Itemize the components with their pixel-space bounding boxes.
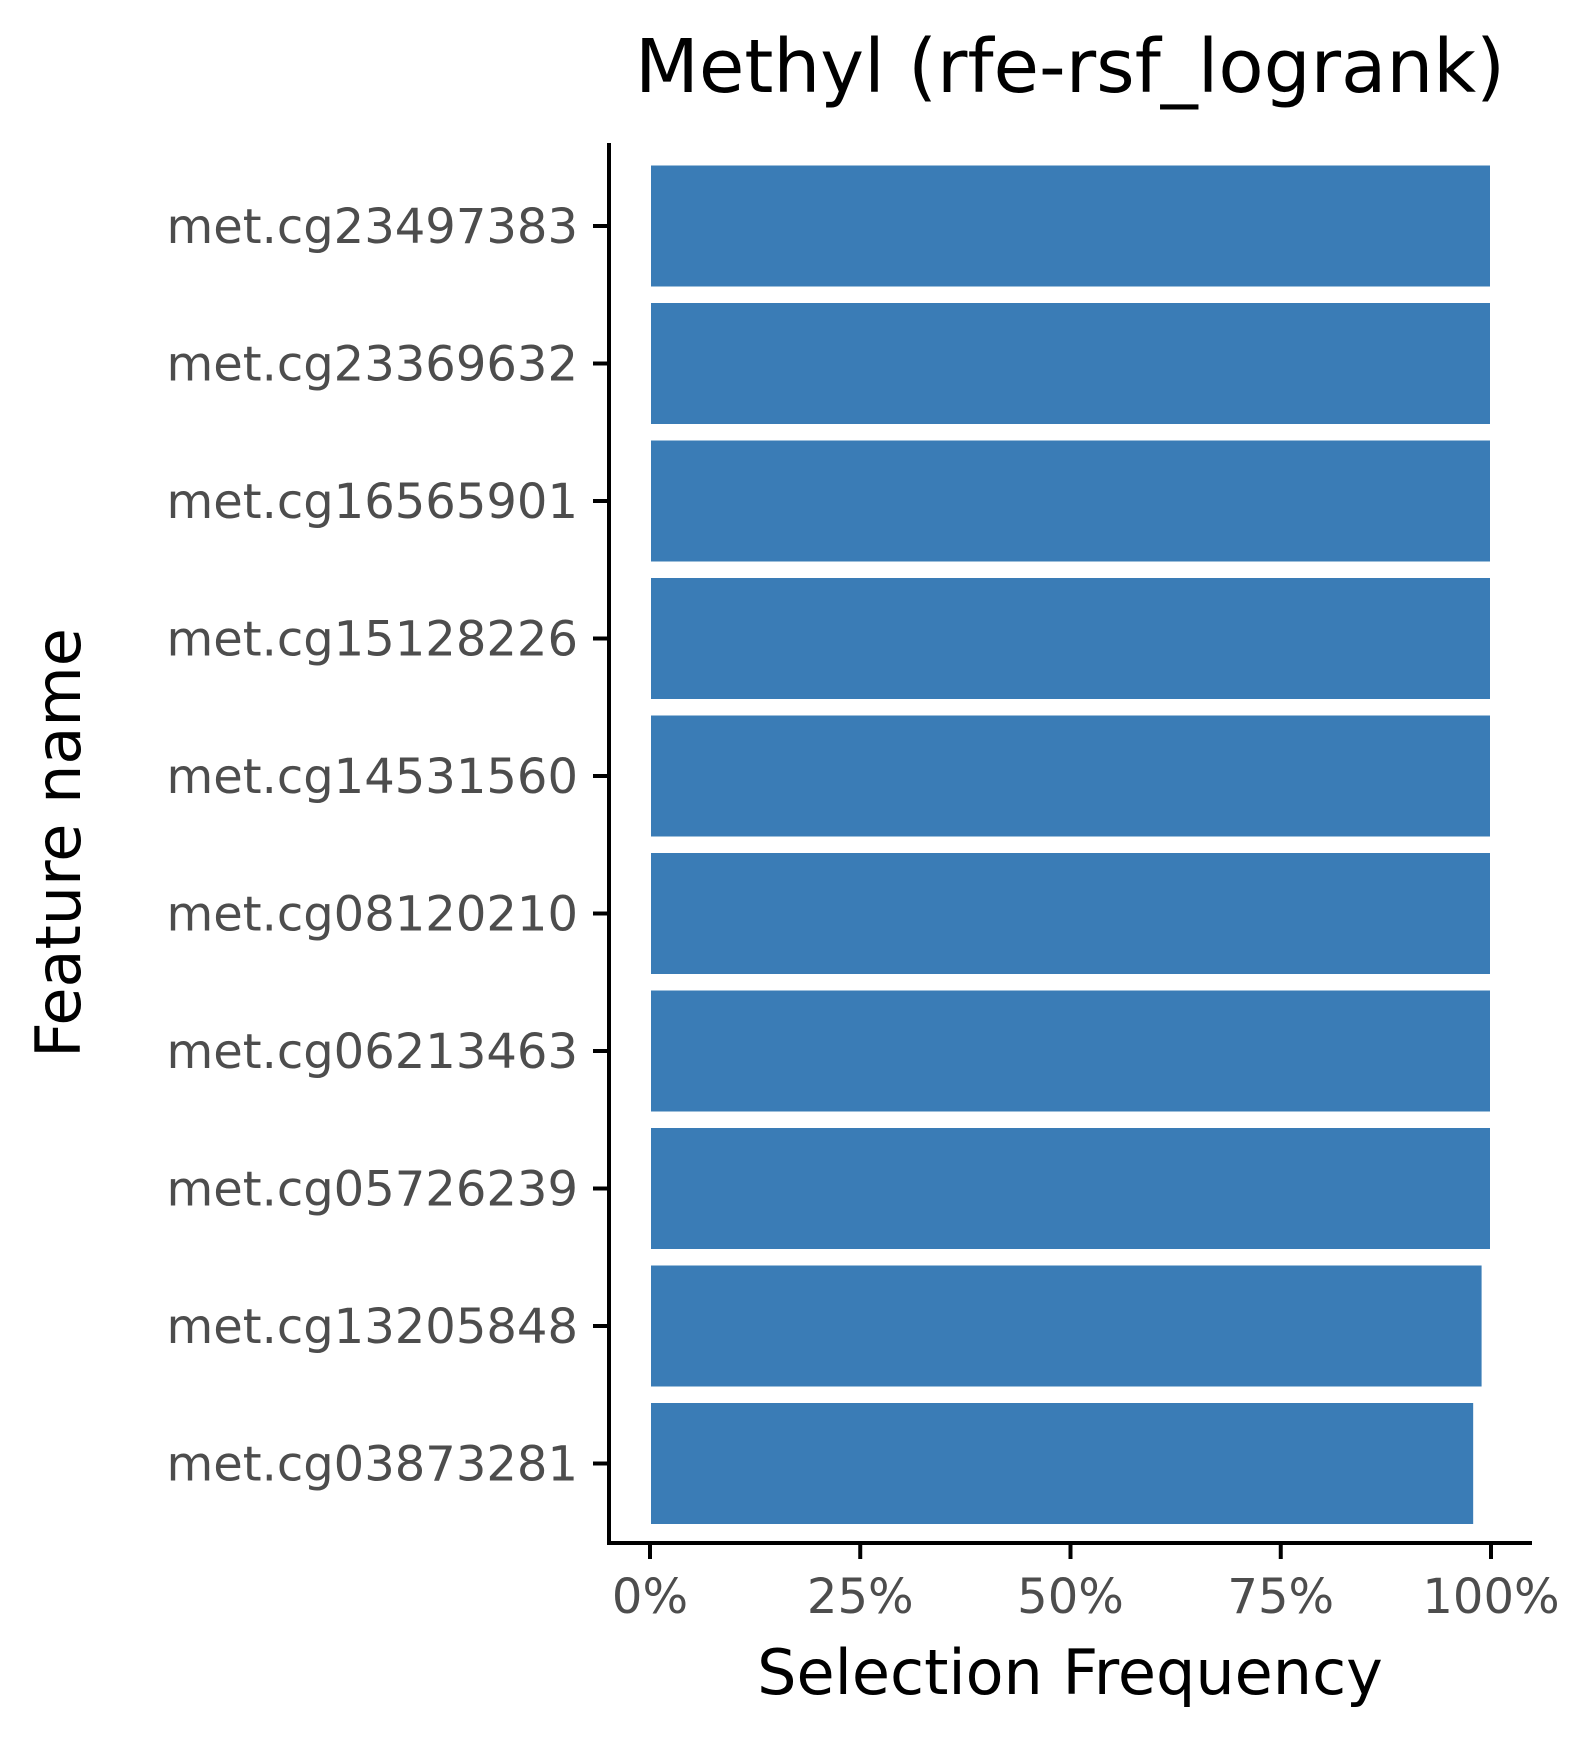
y-tick-label: met.cg03873281: [166, 1437, 578, 1493]
x-tick-label: 100%: [1422, 1569, 1559, 1625]
y-tick-label: met.cg16565901: [166, 474, 578, 530]
y-axis-ticks: met.cg23497383 met.cg23369632 met.cg165659…: [166, 199, 609, 1493]
x-tick-label: 25%: [807, 1569, 914, 1625]
bar-met.cg03873281: [649, 1401, 1476, 1526]
y-axis-title: Feature name: [22, 628, 95, 1058]
bar-met.cg15128226: [649, 576, 1492, 701]
bar-met.cg16565901: [649, 438, 1492, 564]
y-tick-label: met.cg23369632: [166, 337, 578, 393]
y-tick-label: met.cg08120210: [166, 887, 578, 943]
bar-met.cg13205848: [649, 1263, 1484, 1389]
y-tick-label: met.cg23497383: [166, 199, 578, 255]
y-tick-label: met.cg05726239: [166, 1162, 578, 1218]
bar-met.cg08120210: [649, 851, 1492, 976]
y-tick-label: met.cg06213463: [166, 1024, 578, 1080]
chart-title: Methyl (rfe-rsf_logrank): [635, 24, 1505, 110]
y-tick-label: met.cg13205848: [166, 1299, 578, 1355]
bar-met.cg14531560: [649, 713, 1492, 839]
x-axis-ticks: 0% 25% 50% 75% 100%: [612, 1543, 1560, 1625]
x-axis-title: Selection Frequency: [757, 1636, 1383, 1709]
y-tick-label: met.cg14531560: [166, 749, 578, 805]
bars-group: [649, 163, 1492, 1526]
x-tick-label: 75%: [1227, 1569, 1334, 1625]
bar-met.cg23369632: [649, 301, 1492, 426]
bar-met.cg06213463: [649, 988, 1492, 1114]
x-tick-label: 0%: [612, 1569, 688, 1625]
bar-met.cg05726239: [649, 1126, 1492, 1251]
x-tick-label: 50%: [1017, 1569, 1124, 1625]
bar-met.cg23497383: [649, 163, 1492, 289]
y-tick-label: met.cg15128226: [166, 612, 578, 668]
